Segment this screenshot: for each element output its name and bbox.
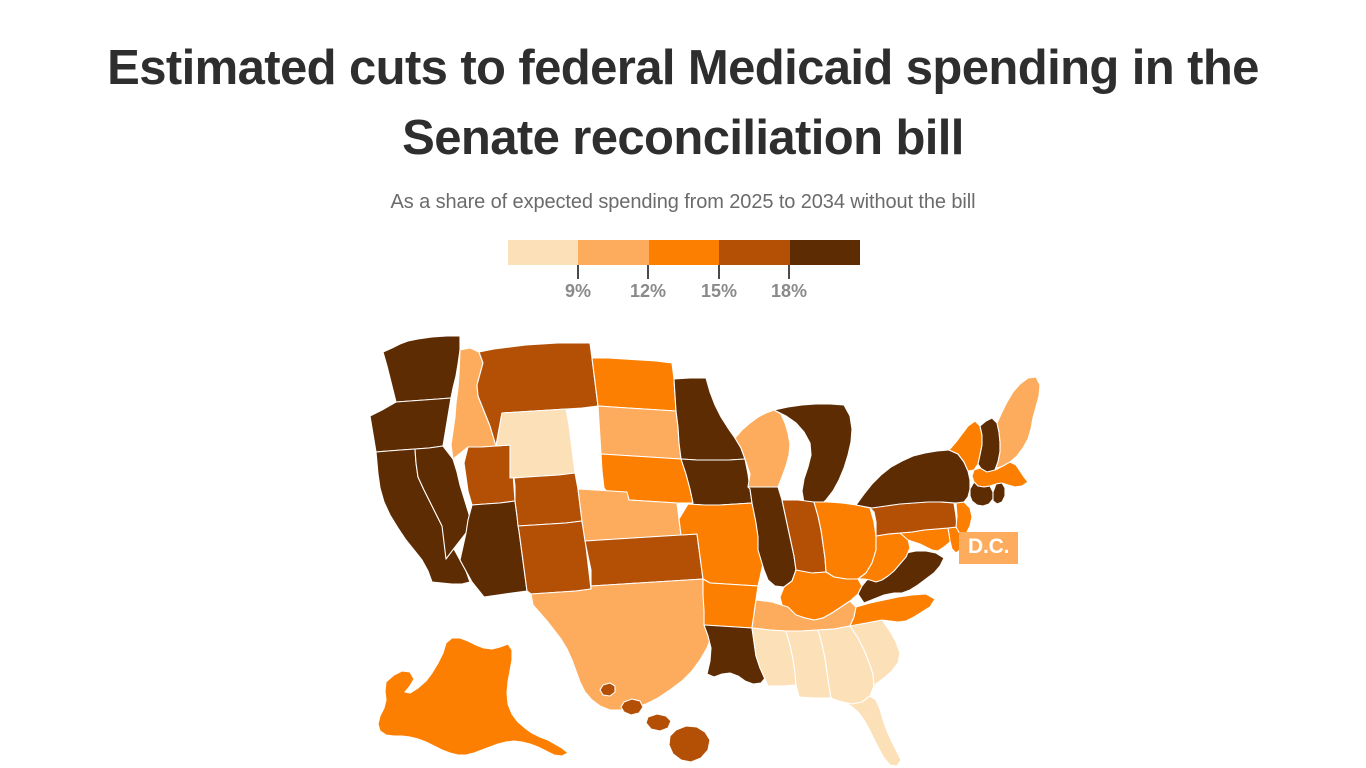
state-FL — [830, 695, 902, 767]
state-UT — [463, 444, 516, 506]
state-MN — [673, 377, 746, 461]
us-map-svg — [369, 335, 1041, 767]
legend-label-2: 15% — [700, 281, 738, 301]
legend-label-3: 18% — [770, 281, 808, 301]
legend-tick-3 — [788, 265, 790, 279]
legend-tick-0 — [577, 265, 579, 279]
state-HI-big — [668, 725, 711, 763]
state-HI-maui — [645, 713, 672, 732]
state-SD — [597, 405, 682, 460]
color-legend: 9% 12% 15% 18% — [508, 240, 861, 320]
state-WA — [382, 335, 461, 403]
legend-tick-2 — [718, 265, 720, 279]
legend-band-0 — [508, 240, 579, 265]
page-title: Estimated cuts to federal Medicaid spend… — [107, 41, 1259, 165]
legend-band-1 — [578, 240, 649, 265]
state-RI — [992, 482, 1006, 505]
legend-label-1: 12% — [629, 281, 667, 301]
legend-tick-1 — [647, 265, 649, 279]
state-HI-oahu — [620, 698, 644, 716]
legend-band-4 — [789, 240, 861, 265]
state-ME — [994, 376, 1041, 471]
state-NY — [855, 449, 971, 509]
legend-ticks — [508, 265, 860, 279]
state-NC — [849, 593, 936, 627]
dc-label: D.C. — [959, 532, 1019, 564]
legend-band-3 — [719, 240, 790, 265]
state-CO — [513, 472, 583, 527]
legend-labels: 9% 12% 15% 18% — [508, 281, 860, 305]
state-WY — [495, 408, 576, 479]
state-MI — [773, 403, 853, 513]
states-group — [369, 335, 1041, 767]
legend-color-bar — [508, 240, 861, 265]
state-SC — [849, 619, 901, 687]
state-ND — [591, 357, 677, 412]
state-AR — [702, 578, 759, 629]
state-IA — [680, 458, 753, 506]
state-NM — [517, 520, 592, 595]
state-HI-kauai — [599, 682, 616, 697]
state-TX — [530, 578, 716, 711]
state-WV — [857, 532, 911, 583]
state-OR — [369, 397, 452, 453]
state-NV — [414, 445, 473, 560]
choropleth-map: D.C. — [352, 330, 1042, 768]
legend-band-2 — [648, 240, 720, 265]
state-AK — [377, 637, 569, 757]
state-OK — [584, 533, 704, 587]
page-subtitle: As a share of expected spending from 202… — [390, 191, 976, 213]
legend-label-0: 9% — [564, 281, 592, 301]
